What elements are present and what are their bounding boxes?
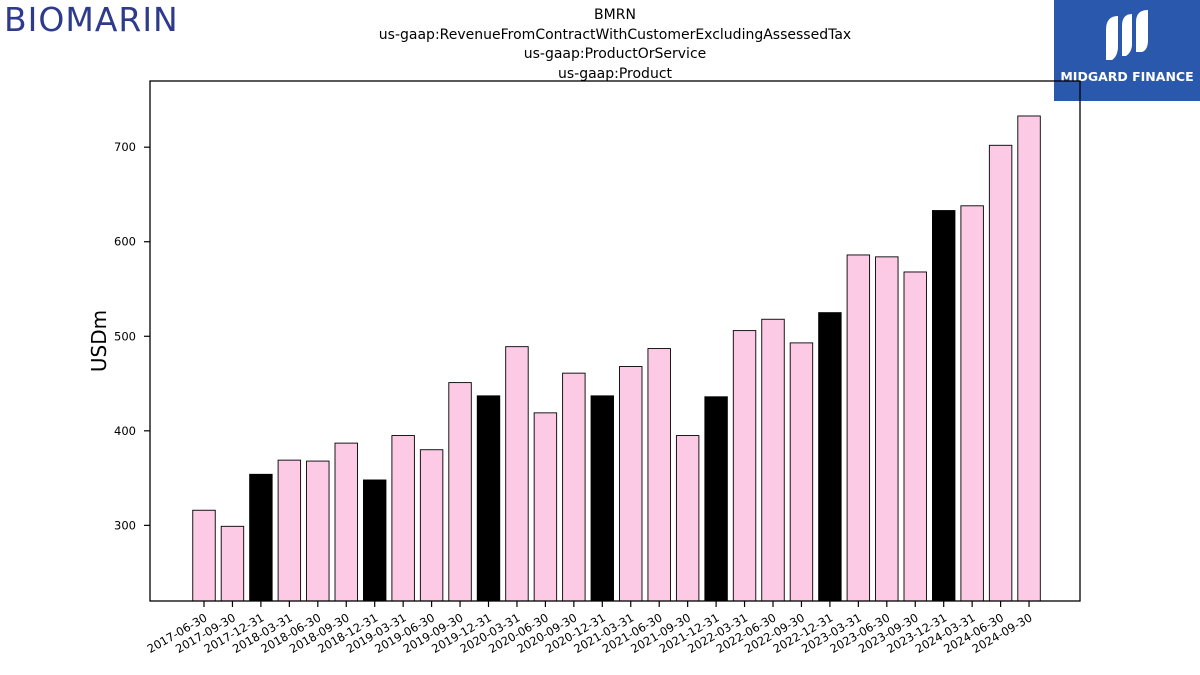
bar-2023-09-30 (903, 271, 927, 602)
bar-2021-06-30 (647, 348, 671, 602)
y-tick-label: 600 (114, 235, 136, 249)
bar-2019-03-31 (391, 435, 415, 602)
bar-2019-12-31 (476, 395, 501, 602)
chart-title: BMRN us-gaap:RevenueFromContractWithCust… (315, 6, 915, 84)
bar-2017-12-31 (249, 473, 273, 602)
x-axis: 2017-06-302017-09-302017-12-312018-03-31… (145, 601, 1035, 656)
y-tick-label: 300 (114, 518, 136, 532)
bar-2018-06-30 (306, 460, 330, 602)
bar-2021-03-31 (619, 366, 643, 602)
bar-2017-09-30 (220, 525, 245, 602)
bar-2018-12-31 (363, 479, 387, 602)
biomarin-logo-text: BIOMARIN (4, 0, 179, 39)
title-line-concept: us-gaap:RevenueFromContractWithCustomerE… (378, 26, 852, 43)
bar-2017-06-30 (192, 509, 216, 602)
bars-group (192, 115, 1041, 602)
y-tick-label: 700 (114, 140, 136, 154)
midgard-finance-logo-text: MIDGARD FINANCE (1060, 69, 1194, 84)
bar-2022-03-31 (732, 330, 757, 602)
plot-frame (149, 80, 1081, 602)
bar-2018-03-31 (277, 459, 302, 602)
bar-2022-09-30 (789, 342, 814, 602)
bar-2024-09-30 (1017, 115, 1041, 602)
bar-2020-12-31 (590, 395, 614, 602)
bar-2023-12-31 (932, 210, 956, 602)
midgard-finance-logo: MIDGARD FINANCE (1054, 0, 1200, 101)
bar-2024-06-30 (988, 144, 1013, 602)
bar-2020-09-30 (562, 372, 586, 602)
title-line-ticker: BMRN (594, 7, 636, 23)
y-axis: 300 400 500 600 700 (114, 140, 150, 532)
title-line-member: us-gaap:Product (557, 65, 673, 82)
midgard-emblem-icon (1106, 10, 1148, 60)
bar-2020-06-30 (533, 412, 558, 602)
bar-2021-12-31 (704, 396, 728, 602)
title-line-axis: us-gaap:ProductOrService (523, 46, 707, 62)
bar-2022-12-31 (818, 312, 842, 602)
bar-2020-03-31 (505, 346, 529, 602)
bar-2021-09-30 (675, 435, 700, 602)
bar-2023-06-30 (875, 256, 899, 602)
bar-2024-03-31 (960, 205, 984, 602)
y-tick-label: 500 (114, 329, 136, 343)
bar-2023-03-31 (846, 254, 871, 602)
bar-2019-09-30 (448, 382, 472, 602)
biomarin-logo: BIOMARIN (4, 2, 214, 38)
y-axis-label: USDm (87, 310, 111, 372)
bar-2019-06-30 (419, 449, 444, 602)
y-tick-label: 400 (114, 424, 136, 438)
bar-2018-09-30 (334, 442, 358, 602)
bar-2022-06-30 (761, 318, 785, 602)
